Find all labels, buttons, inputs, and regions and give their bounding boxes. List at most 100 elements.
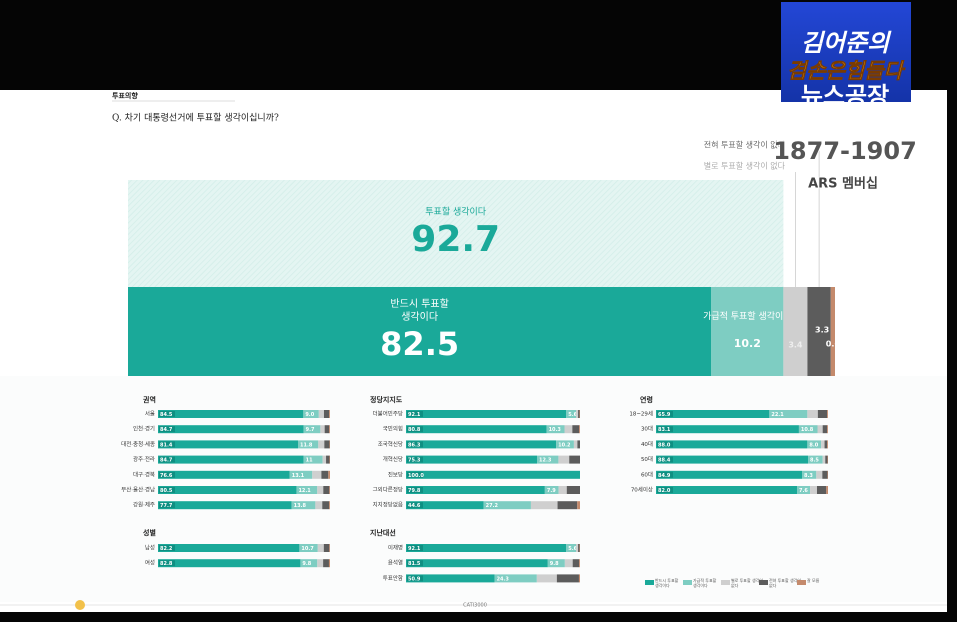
segment xyxy=(328,559,330,568)
segment xyxy=(566,544,576,552)
value-label: 88.0 xyxy=(658,442,671,448)
value-label: 65.9 xyxy=(658,412,671,418)
section-label: 투표의향 xyxy=(112,91,138,100)
legend-label-box: 반드시 투표할 생각이다 xyxy=(655,578,679,588)
category-label: 30대 xyxy=(641,425,653,433)
segment-name-box: 가급적 투표할 생각이다 xyxy=(703,312,792,322)
segment xyxy=(324,425,330,434)
value-label: 10.7 xyxy=(301,546,314,552)
category-label: 진보당 xyxy=(388,470,403,478)
segment xyxy=(807,287,831,376)
segment xyxy=(566,410,576,418)
label-bg xyxy=(159,456,175,463)
label-bg xyxy=(159,560,175,567)
value-label: 9.0 xyxy=(305,412,314,418)
value-label: 11 xyxy=(306,458,313,464)
legend-label: 별로 투표할 생각이 없다 xyxy=(731,578,763,588)
segment xyxy=(572,425,580,434)
legend-label-box: 잘 모름 xyxy=(807,578,820,583)
segment xyxy=(158,440,299,449)
segment xyxy=(656,486,798,494)
segment xyxy=(323,410,330,418)
segment xyxy=(816,470,823,479)
category-label: 70세이상 xyxy=(631,486,653,494)
segment xyxy=(566,486,580,494)
segment xyxy=(323,559,329,568)
value-label: 82.8 xyxy=(160,561,173,567)
segment xyxy=(300,559,318,568)
segment xyxy=(406,410,567,418)
category-label: 광주·전라 xyxy=(133,455,155,463)
legend-label: 잘 모름 xyxy=(807,578,820,583)
segment xyxy=(318,440,325,449)
segment xyxy=(158,410,304,418)
group-title: 연령 xyxy=(640,395,653,404)
total-value: 92.7 xyxy=(411,219,500,260)
segment xyxy=(321,470,329,479)
segment xyxy=(406,544,567,552)
value-label: 9.8 xyxy=(550,561,559,567)
segment xyxy=(816,486,827,494)
group-title: 성별 xyxy=(143,528,156,537)
value-label: 76.6 xyxy=(160,473,173,479)
legend-swatch xyxy=(721,580,730,585)
broadcast-overlay: 김어준의 겸손은힘들다 뉴스공장 1877-1907 ARS 멤버십 xyxy=(772,2,918,192)
label-bg xyxy=(407,441,423,448)
label-bg xyxy=(159,545,175,551)
label-bg xyxy=(657,487,673,493)
segment xyxy=(575,544,579,552)
segment xyxy=(827,440,828,449)
label-bg xyxy=(159,441,175,448)
value-label: 11.8 xyxy=(300,442,313,448)
segment xyxy=(289,470,313,479)
segment xyxy=(406,470,580,479)
value-label: 86.3 xyxy=(408,442,421,448)
segment xyxy=(656,470,803,479)
segment xyxy=(299,544,318,552)
legend-label-box: 별로 투표할 생각이 없다 xyxy=(731,578,763,588)
category-label: 개혁신당 xyxy=(383,455,403,463)
segment xyxy=(483,501,531,510)
label-bg xyxy=(407,575,423,582)
category-label: 인천·경기 xyxy=(133,425,155,433)
segment xyxy=(564,559,573,568)
legend-label: 반드시 투표할 생각이다 xyxy=(655,578,679,588)
total-label: 투표할 생각이다 xyxy=(425,206,487,218)
segment xyxy=(827,470,828,479)
category-label: 50대 xyxy=(641,455,653,463)
value-label: 84.7 xyxy=(160,458,173,464)
segment xyxy=(329,544,330,552)
value-label: 5.6 xyxy=(568,546,577,552)
segment-value: 0.6 xyxy=(826,340,841,349)
segment xyxy=(312,470,322,479)
legend-swatch xyxy=(797,580,806,585)
value-label: 84.7 xyxy=(160,427,173,433)
segment xyxy=(317,544,324,552)
segment xyxy=(817,425,823,434)
segment xyxy=(822,470,828,479)
segment xyxy=(807,410,818,418)
segment xyxy=(578,574,580,583)
segment xyxy=(158,486,297,494)
footer-text: CATI3000 xyxy=(463,603,487,609)
label-bg xyxy=(657,411,673,417)
segment xyxy=(827,455,828,464)
category-label: 강원·제주 xyxy=(133,501,155,509)
segment xyxy=(406,559,548,568)
segment xyxy=(328,470,330,479)
segment xyxy=(711,287,784,376)
value-label: 77.7 xyxy=(160,503,173,509)
segment xyxy=(564,425,573,434)
segment xyxy=(291,501,316,510)
group-title: 정당지지도 xyxy=(370,395,403,404)
segment xyxy=(656,410,770,418)
legend-label-box: 가급적 투표할 생각이다 xyxy=(693,578,716,588)
value-label: 92.1 xyxy=(408,546,421,552)
value-label: 92.1 xyxy=(408,412,421,418)
category-label: 윤석열 xyxy=(388,559,403,567)
segment xyxy=(318,410,324,418)
segment xyxy=(406,425,547,434)
segment xyxy=(329,440,330,449)
value-label: 100.0 xyxy=(408,473,424,479)
